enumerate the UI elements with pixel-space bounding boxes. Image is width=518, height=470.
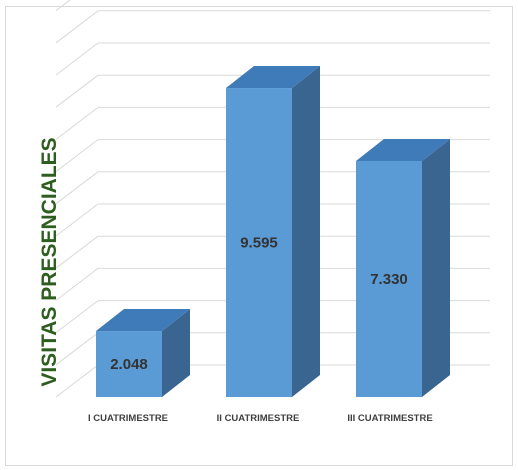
- y-axis-title: VISITAS PRESENCIALES: [38, 137, 61, 386]
- gridline-diagonal: [55, 139, 99, 172]
- bars: [96, 66, 450, 397]
- bar-2: [226, 66, 320, 397]
- category-label: I CUATRIMESTRE: [88, 413, 168, 424]
- gridline-diagonal: [55, 268, 99, 301]
- bar-top-face: [96, 309, 190, 332]
- bar-side-face: [422, 138, 450, 397]
- bar-1: [96, 309, 190, 397]
- bar-top-face: [226, 66, 320, 89]
- bar-front-face: [356, 160, 422, 397]
- gridline-diagonal: [55, 332, 99, 366]
- category-label: II CUATRIMESTRE: [217, 413, 300, 424]
- gridline-diagonal: [55, 107, 99, 140]
- bar-top-face: [356, 138, 450, 161]
- gridline-diagonal: [55, 171, 99, 205]
- gridline-diagonal: [55, 0, 71, 11]
- category-label: III CUATRIMESTRE: [347, 413, 432, 424]
- gridline-diagonal: [55, 235, 99, 269]
- data-label: 2.048: [110, 356, 148, 373]
- bar-front-face: [226, 88, 292, 397]
- bar-3: [356, 138, 450, 397]
- gridline-diagonal: [55, 300, 99, 333]
- bar-front-face: [96, 331, 162, 397]
- gridline-diagonal: [55, 42, 99, 76]
- data-label: 7.330: [370, 271, 408, 288]
- bar-side-face: [162, 309, 190, 397]
- data-label: 9.595: [240, 235, 278, 252]
- gridline-diagonal: [55, 364, 99, 398]
- gridline-diagonal: [55, 74, 99, 108]
- gridline-diagonal: [55, 203, 99, 237]
- labels: 2.048 I CUATRIMESTRE 9.595 II CUATRIMESTRE 7…: [88, 235, 433, 424]
- gridline-diagonal: [55, 10, 99, 44]
- bar-side-face: [292, 66, 320, 397]
